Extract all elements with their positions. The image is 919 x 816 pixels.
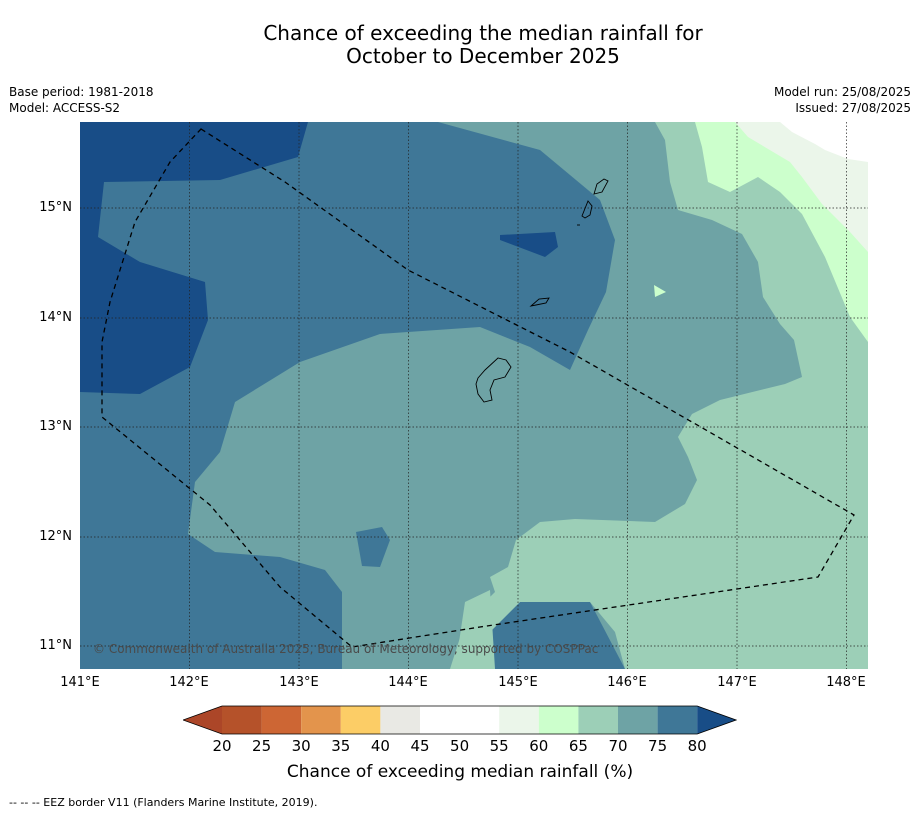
- colorbar-segment: [499, 706, 539, 734]
- lat-label: 11°N: [39, 638, 72, 653]
- lon-label: 144°E: [388, 675, 428, 690]
- lat-label: 14°N: [39, 310, 72, 325]
- colorbar-segment: [657, 706, 698, 734]
- title-line-1: Chance of exceeding the median rainfall …: [263, 21, 703, 45]
- map-canvas: [80, 122, 868, 669]
- colorbar-tick: 55: [489, 737, 509, 755]
- rota-island: [529, 297, 550, 307]
- lon-label: 148°E: [826, 675, 866, 690]
- colorbar-segment: [340, 706, 381, 734]
- colorbar-segment: [301, 706, 341, 734]
- zone-50-55: [780, 122, 868, 162]
- eez-border: [101, 128, 855, 648]
- colorbar-tick: 35: [331, 737, 351, 755]
- colorbar-tick: 45: [410, 737, 430, 755]
- colorbar-segment: [538, 706, 579, 734]
- colorbar-tick: 60: [529, 737, 549, 755]
- lon-label: 145°E: [498, 675, 538, 690]
- colorbar-segment: [420, 706, 460, 734]
- colorbar-outline: [183, 705, 737, 735]
- colorbar-tick: 75: [648, 737, 668, 755]
- colorbar-tick: 80: [687, 737, 707, 755]
- colorbar-tick: 30: [291, 737, 311, 755]
- colorbar-segment: [222, 706, 262, 734]
- colorbar-label: Chance of exceeding median rainfall (%): [286, 762, 634, 782]
- colorbar-under-arrow: [183, 706, 222, 734]
- colorbar-over-arrow: [697, 706, 736, 734]
- chart-title: Chance of exceeding the median rainfall …: [0, 22, 919, 68]
- guam-island: [475, 357, 512, 403]
- colorbar: [183, 705, 737, 735]
- zone-65-70-south: [455, 590, 495, 669]
- model-info: Base period: 1981-2018 Model: ACCESS-S2: [9, 84, 154, 116]
- rainfall-map: [80, 122, 868, 669]
- lon-label: 142°E: [169, 675, 209, 690]
- run-info: Model run: 25/08/2025 Issued: 27/08/2025: [774, 84, 911, 116]
- colorbar-tick: 50: [450, 737, 470, 755]
- colorbar-tick: 25: [252, 737, 272, 755]
- colorbar-segment: [459, 706, 500, 734]
- zone-65-70: [450, 122, 868, 669]
- islands: [475, 178, 609, 403]
- lon-label: 143°E: [279, 675, 319, 690]
- colorbar-tick: 20: [212, 737, 232, 755]
- copyright-notice: © Commonwealth of Australia 2025, Bureau…: [93, 642, 599, 656]
- lon-label: 146°E: [607, 675, 647, 690]
- model-run-date: Model run: 25/08/2025: [773, 85, 911, 99]
- lon-label: 147°E: [717, 675, 757, 690]
- issued-date: Issued: 27/08/2025: [795, 101, 911, 115]
- tinian-island: [581, 200, 593, 219]
- lat-label: 15°N: [39, 200, 72, 215]
- saipan-island: [593, 178, 609, 195]
- lat-label: 13°N: [39, 419, 72, 434]
- zone-55-60: [735, 122, 868, 252]
- zone-80-plus-center: [500, 232, 558, 257]
- colorbar-tick: 65: [568, 737, 588, 755]
- model-name: Model: ACCESS-S2: [9, 101, 121, 115]
- title-line-2: October to December 2025: [346, 44, 620, 68]
- colorbar-segment: [618, 706, 658, 734]
- zone-80-plus-west: [80, 122, 308, 394]
- colorbar-segment: [261, 706, 302, 734]
- graticule: [80, 122, 868, 669]
- lat-label: 12°N: [39, 529, 72, 544]
- colorbar-tick: 40: [370, 737, 390, 755]
- eez-legend: -- -- -- EEZ border V11 (Flanders Marine…: [9, 796, 318, 809]
- lon-label: 141°E: [60, 675, 100, 690]
- colorbar-segment: [380, 706, 420, 734]
- base-period: Base period: 1981-2018: [9, 85, 154, 99]
- colorbar-segment: [578, 706, 618, 734]
- zone-60-65-pocket: [654, 285, 666, 297]
- colorbar-tick: 70: [608, 737, 628, 755]
